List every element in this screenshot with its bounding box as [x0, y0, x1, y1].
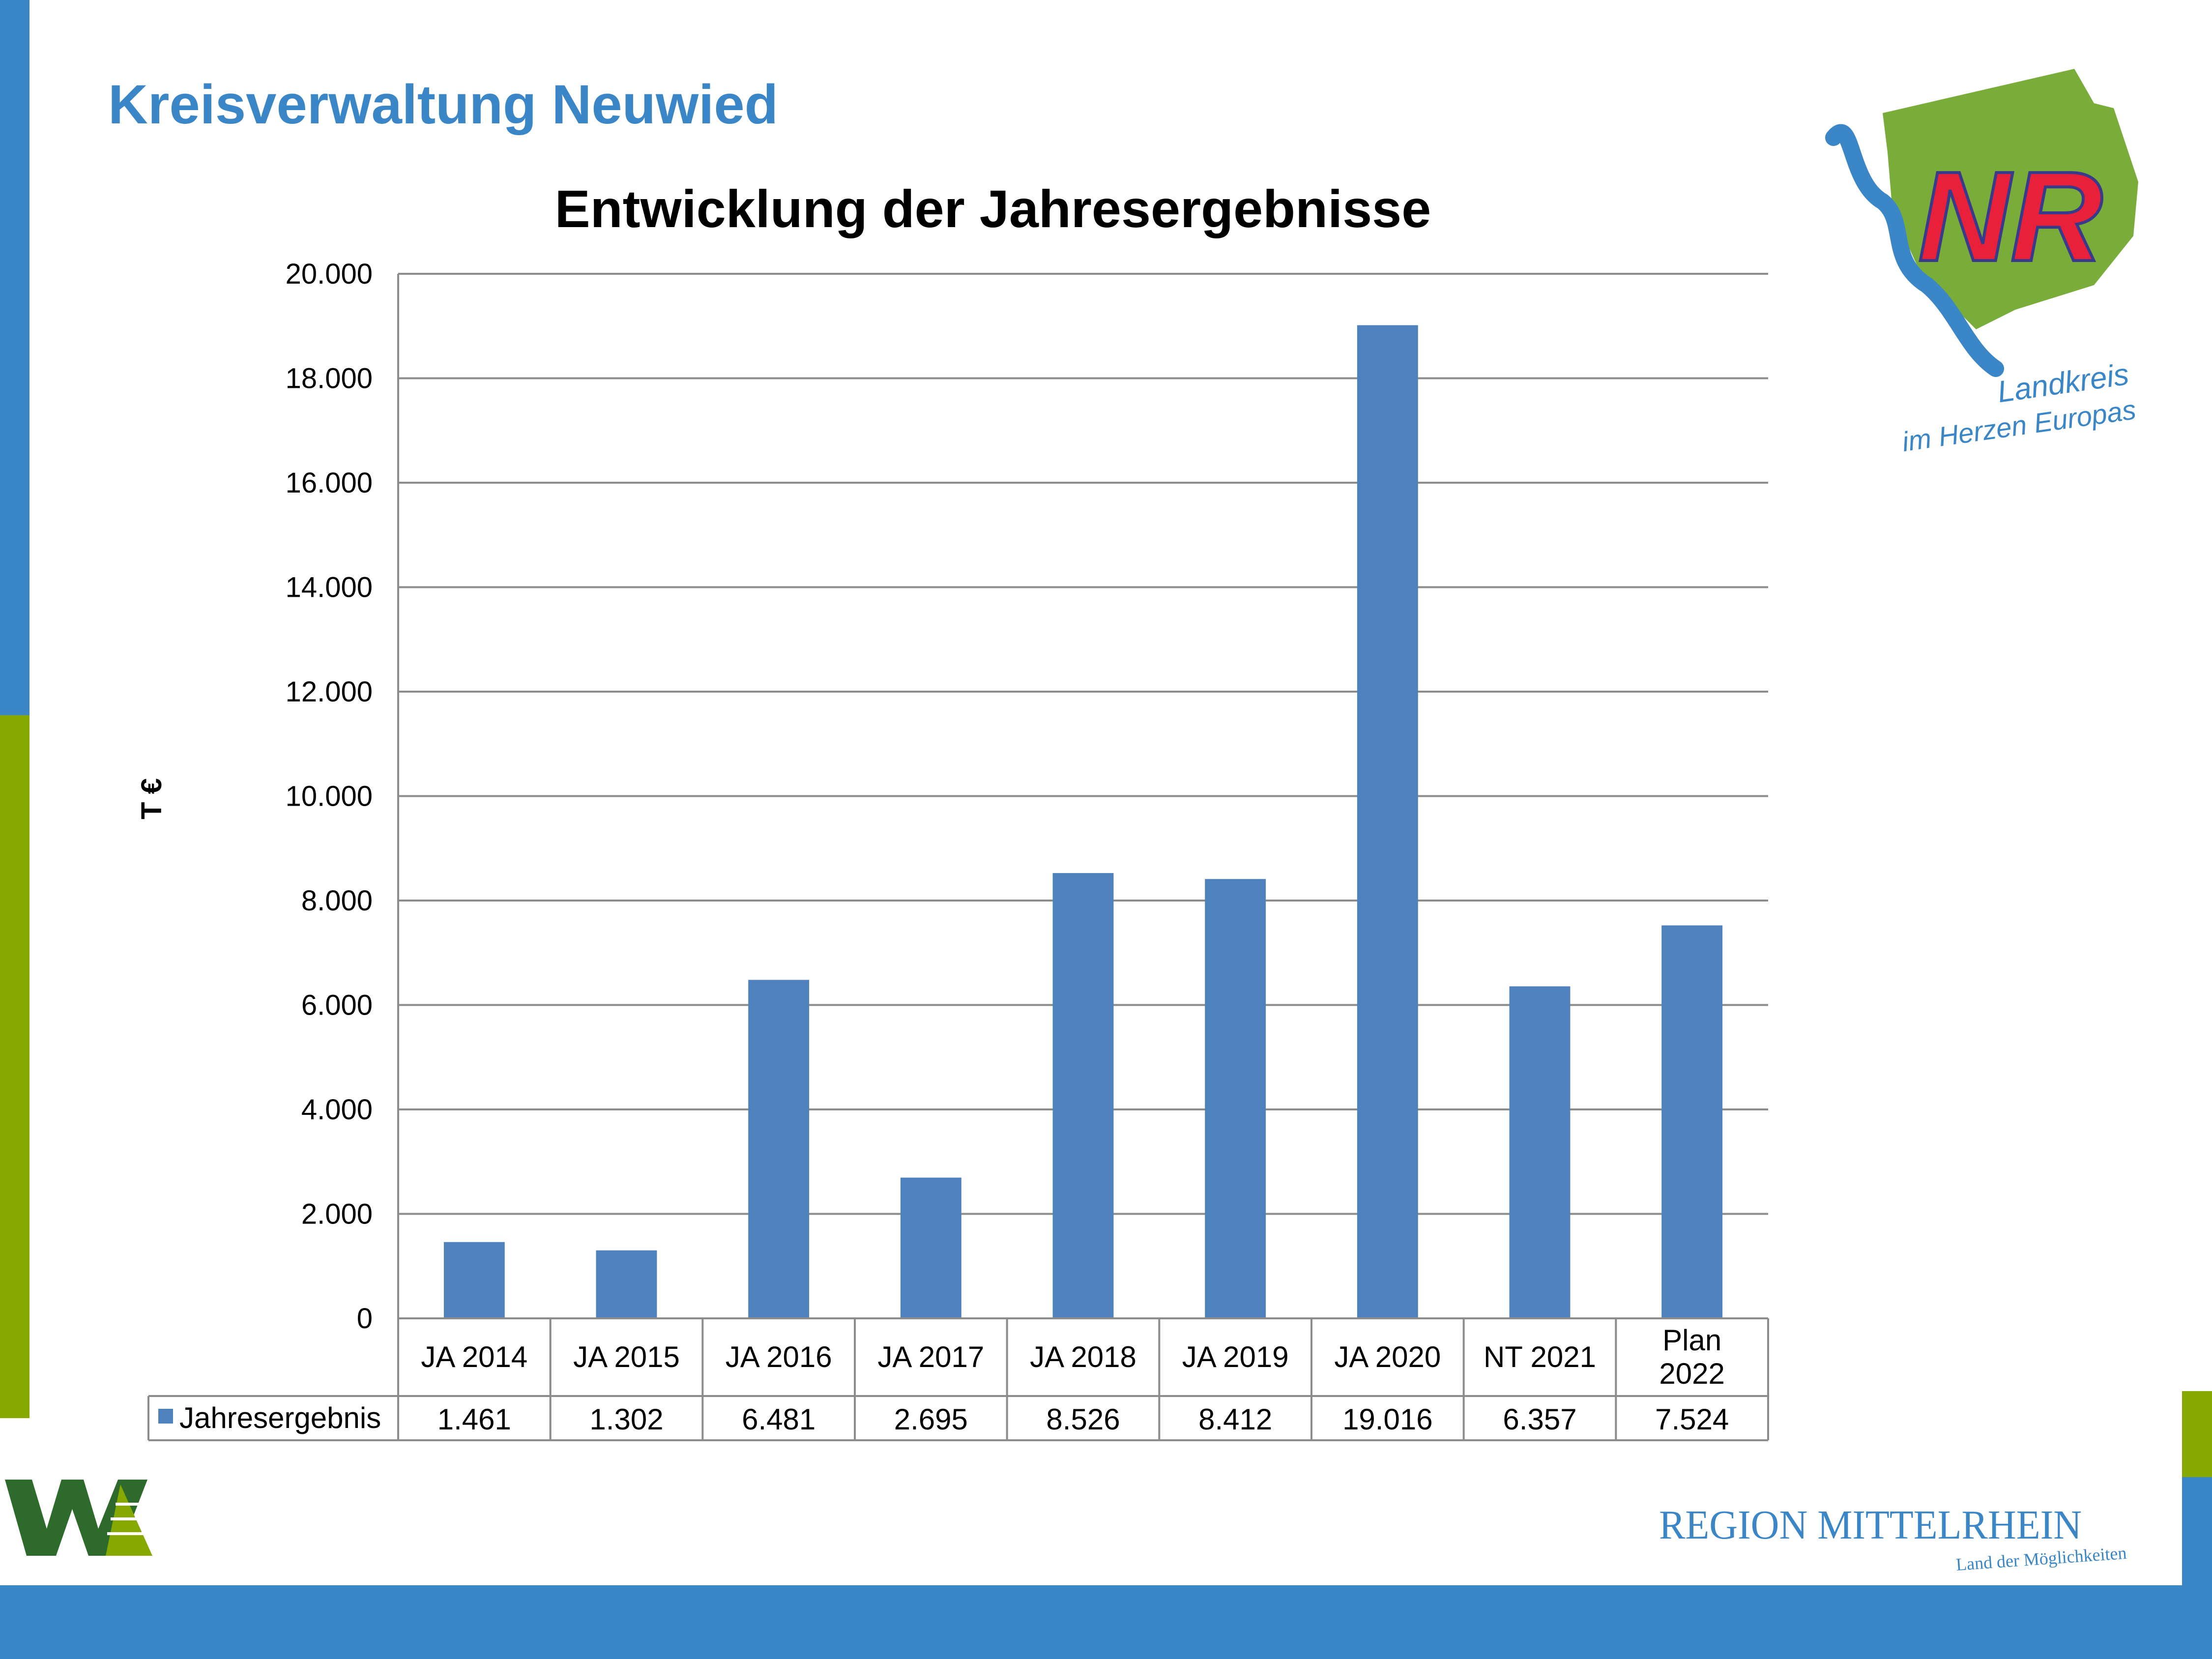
y-tick-label: 14.000	[286, 572, 373, 604]
bars	[443, 325, 1723, 1318]
data-label: 6.481	[742, 1403, 815, 1436]
x-tick-label: JA 2014	[421, 1340, 527, 1373]
logo-green-map	[1883, 69, 2138, 329]
bar	[1661, 925, 1723, 1318]
bar	[900, 1177, 961, 1318]
bar	[1357, 325, 1418, 1318]
y-tick-label: 12.000	[286, 676, 373, 708]
x-tick-label: JA 2019	[1182, 1340, 1289, 1373]
right-accent-bar-green	[2182, 1391, 2212, 1477]
chart-title: Entwicklung der Jahresergebnisse	[554, 179, 1431, 238]
left-accent-bar-green	[0, 715, 29, 1418]
x-tick-label: Plan	[1662, 1324, 1721, 1357]
data-table: JA 2014 JA 2015 JA 2016 JA 2017 JA 2018 JA 20…	[147, 1317, 1769, 1441]
bar	[748, 980, 810, 1318]
bar	[1052, 873, 1114, 1318]
footer-bar	[0, 1585, 2212, 1659]
data-label: 6.357	[1503, 1403, 1576, 1436]
organization-title: Kreisverwaltung Neuwied	[108, 74, 779, 135]
bar	[596, 1250, 657, 1318]
data-label: 1.302	[589, 1403, 663, 1436]
left-accent-bar-blue	[0, 0, 29, 715]
x-tick-label: JA 2015	[573, 1340, 680, 1373]
x-tick-label: JA 2020	[1334, 1340, 1441, 1373]
y-tick-label: 20.000	[286, 258, 373, 290]
y-tick-label: 8.000	[301, 885, 373, 917]
x-tick-label: JA 2016	[726, 1340, 832, 1373]
data-label: 1.461	[437, 1403, 511, 1436]
region-mittelrhein-logo: REGION MITTELRHEIN Land der Möglichkeite…	[1659, 1502, 2127, 1574]
y-tick-label: 10.000	[286, 781, 373, 813]
x-tick-label: JA 2017	[877, 1340, 984, 1373]
bar	[443, 1242, 505, 1318]
data-label: 2.695	[894, 1403, 968, 1436]
logo-river	[1825, 124, 2004, 377]
y-axis: 0 2.000 4.000 6.000 8.000 10.000 12.000 14.000 1…	[286, 258, 399, 1335]
data-label: 19.016	[1342, 1403, 1433, 1436]
landkreis-neuwied-logo: NR Landkreis im Herzen Europas	[1825, 69, 2138, 457]
region-name: REGION MITTELRHEIN	[1659, 1502, 2082, 1548]
logo-initials: NR	[1918, 146, 2103, 288]
legend-series-name: Jahresergebnis	[179, 1401, 381, 1434]
y-axis-label: T €	[136, 778, 168, 819]
data-label: 8.412	[1198, 1403, 1272, 1436]
data-label: 8.526	[1046, 1403, 1120, 1436]
y-tick-label: 2.000	[301, 1198, 373, 1230]
x-tick-label: 2022	[1659, 1357, 1724, 1390]
x-tick-label: NT 2021	[1484, 1340, 1596, 1373]
y-tick-label: 18.000	[286, 363, 373, 395]
legend-key	[158, 1409, 173, 1424]
data-label: 7.524	[1655, 1403, 1729, 1436]
right-accent-bar-blue	[2182, 1477, 2212, 1605]
x-tick-label: JA 2018	[1030, 1340, 1136, 1373]
bar	[1509, 986, 1571, 1318]
y-tick-label: 0	[357, 1303, 373, 1335]
y-tick-label: 6.000	[301, 990, 373, 1021]
bar	[1205, 879, 1266, 1318]
w-logo	[5, 1480, 152, 1556]
y-tick-label: 4.000	[301, 1094, 373, 1126]
y-tick-label: 16.000	[286, 467, 373, 499]
